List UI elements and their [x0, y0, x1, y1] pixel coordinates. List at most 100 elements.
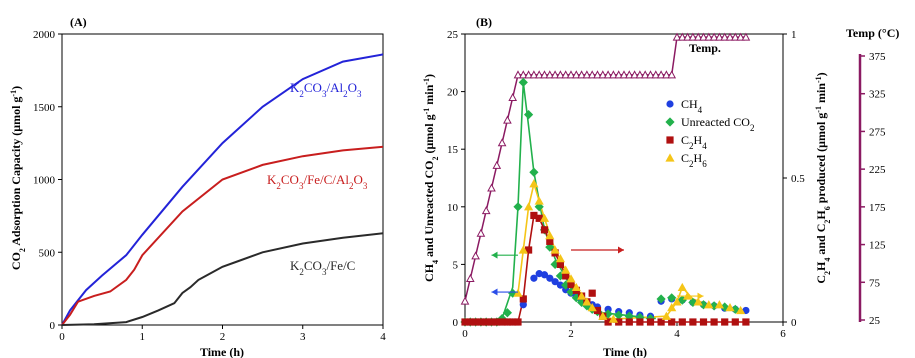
panel-a-y-tick-label: 0: [50, 320, 56, 332]
panel-b-data-point: [493, 318, 501, 326]
panel-b-data-point: [688, 32, 698, 41]
panel-b-data-point: [519, 295, 527, 303]
panel-b-data-point: [503, 115, 512, 124]
panel-a-series-label: K2CO3/Fe/C/Al2O3: [267, 172, 368, 191]
panel-b-data-point: [498, 318, 506, 326]
panel-b-data-point: [561, 70, 571, 79]
panel-b-data-point: [466, 318, 474, 326]
panel-b-data-point: [546, 274, 554, 282]
panel-b-data-point: [698, 300, 709, 310]
panel-b-data-point: [604, 318, 612, 326]
panel-b-data-point: [731, 318, 739, 326]
panel-a-series-labels: K2CO3/Al2O3 K2CO3/Fe/C/Al2O3 K2CO3/Fe/C: [267, 80, 368, 277]
legend-label: CH4: [681, 97, 703, 115]
panel-b-data-point: [497, 138, 507, 147]
legend-label: C2H6: [681, 151, 707, 169]
panel-b-data-point: [545, 70, 555, 79]
panel-b-data-point: [477, 318, 485, 326]
panel-b-data-point: [587, 70, 597, 79]
panel-b-data-point: [615, 318, 623, 326]
panel-b-data-point: [545, 231, 555, 240]
panel-b-data-point: [646, 70, 655, 79]
panel-b-data-point: [741, 32, 751, 41]
panel-b-data-point: [555, 254, 565, 263]
panel-b-data-point: [721, 318, 729, 326]
panel-b-data-point: [482, 318, 490, 326]
panel-a-y-ticks: 0 500 1000 1500 2000: [33, 29, 62, 332]
temperature-tick-label: 375: [869, 51, 886, 63]
panel-b-data-point: [704, 300, 714, 309]
panel-b-data-point: [587, 303, 597, 312]
panel-b-axis-arrow-head: [491, 288, 498, 296]
panel-b-data-point: [656, 70, 666, 79]
panel-b-data-point: [460, 296, 470, 305]
panel-b-data-point: [730, 32, 740, 41]
panel-b-data-point: [561, 265, 571, 274]
panel-b-left-y-tick-label: 5: [453, 259, 459, 271]
panel-b-data-point: [693, 32, 703, 41]
panel-b-data-point: [608, 314, 618, 323]
panel-b-data-point: [662, 70, 671, 79]
panel-b-label: (B): [476, 15, 492, 29]
panel-b-data-point: [540, 271, 549, 279]
panel-b-series-group: [460, 32, 751, 305]
legend-label: Unreacted CO2: [681, 115, 754, 133]
panel-a-y-axis-title: CO2 Adsorption Capacity (μmol g-1): [9, 86, 27, 270]
panel-b-data-point: [551, 278, 559, 286]
panel-b-data-point: [566, 274, 576, 283]
panel-b-left-y-tick-label: 0: [453, 317, 459, 329]
panel-b-data-point: [529, 167, 539, 177]
panel-b-data-point: [461, 318, 469, 326]
panel-b-data-point: [699, 32, 708, 41]
panel-a-x-tick-label: 1: [140, 331, 146, 343]
legend-marker: [666, 136, 674, 144]
panel-b-data-point: [598, 311, 608, 320]
panel-b-data-point: [571, 282, 581, 292]
panel-b-data-point: [502, 308, 512, 318]
panel-b-left-y-tick-label: 20: [447, 87, 459, 99]
panel-b-data-point: [530, 211, 538, 220]
panel-b-data-point: [668, 318, 676, 326]
panel-b-data-point: [534, 70, 544, 79]
panel-b-data-point: [725, 32, 735, 41]
panel-b-series: [460, 32, 751, 327]
panel-b-data-point: [630, 70, 639, 79]
panel-b-data-point: [672, 32, 682, 41]
panel-b-data-point: [577, 297, 587, 308]
panel-a-series-line: [61, 53, 384, 326]
panel-b-data-point: [556, 70, 565, 79]
panel-b-data-point: [535, 214, 543, 222]
panel-b-data-point: [677, 295, 687, 305]
panel-b-data-point: [566, 70, 576, 79]
panel-b-data-point: [636, 318, 644, 326]
panel-a-x-ticks: 0 1 2 3 4: [59, 325, 386, 343]
panel-b-data-point: [514, 318, 522, 326]
panel-b-data-point: [725, 303, 735, 312]
panel-b-data-point: [736, 305, 746, 315]
panel-b-data-point: [661, 311, 671, 320]
temperature-tick-label: 25: [869, 315, 881, 327]
panel-b-data-point: [609, 70, 618, 79]
panel-b-data-point: [518, 245, 528, 254]
panel-b-data-point: [736, 32, 745, 41]
panel-b-data-point: [509, 318, 517, 326]
panel-b-data-point: [513, 202, 523, 212]
panel-b-data-point: [550, 245, 560, 254]
panel-b-data-point: [530, 274, 538, 282]
panel-b-data-point: [529, 70, 539, 79]
panel-b-data-point: [525, 246, 533, 254]
temperature-tick-label: 275: [869, 126, 886, 138]
panel-b-data-point: [667, 70, 677, 79]
panel-a-series-label: K2CO3/Fe/C: [290, 258, 355, 277]
panel-b-data-point: [715, 32, 724, 41]
panel-b-right-y-axis-title: C2H4 and C2H6 produced (μmol g-1 min-1): [814, 72, 832, 283]
panel-a-series-lines: [61, 53, 384, 326]
panel-b-right-y-tick-label: 0.5: [791, 173, 805, 185]
panel-b-data-point: [588, 289, 596, 297]
panel-b-axis-arrow-head: [491, 251, 498, 259]
temperature-tick-label: 75: [869, 277, 881, 289]
legend-label: C2H4: [681, 133, 707, 151]
panel-b-series-group: [513, 179, 746, 323]
panel-b-x-tick-label: 0: [462, 328, 468, 340]
